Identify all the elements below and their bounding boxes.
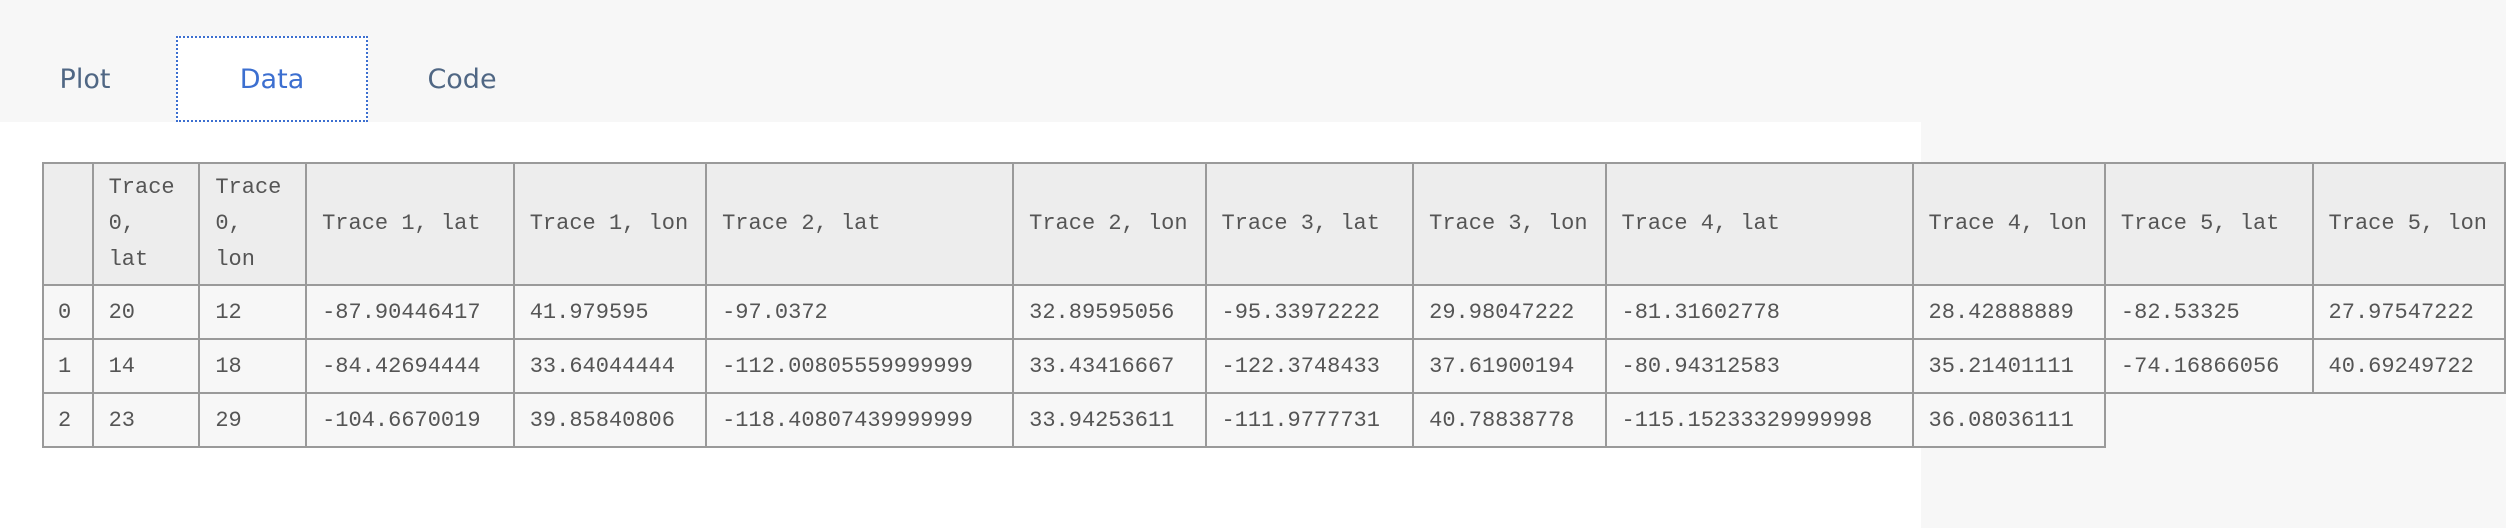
table-cell: -84.42694444 <box>305 338 515 394</box>
table-cell: 36.08036111 <box>1911 392 2106 448</box>
column-header: Trace 5, lat <box>2103 162 2314 286</box>
tab-data[interactable]: Data <box>176 36 368 122</box>
empty-cell <box>2313 393 2505 447</box>
column-header: Trace 4, lat <box>1604 162 1914 286</box>
table-cell: 33.64044444 <box>512 338 708 394</box>
tab-plot[interactable]: Plot <box>59 63 111 95</box>
table-cell: 40.78838778 <box>1412 392 1607 448</box>
row-index-cell: 0 <box>42 284 94 340</box>
column-header: Trace 3, lon <box>1412 162 1607 286</box>
row-index-cell: 1 <box>42 338 94 394</box>
table-cell: 33.94253611 <box>1012 392 1207 448</box>
table-cell: 41.979595 <box>512 284 708 340</box>
table-row: 1 14 18 -84.42694444 33.64044444 -112.00… <box>42 338 2506 394</box>
column-header: Trace 2, lon <box>1012 162 1207 286</box>
table-header-row: Trace 0, lat Trace 0, lon Trace 1, lat T… <box>42 162 2506 286</box>
column-header: Trace 2, lat <box>705 162 1015 286</box>
table-row: 2 23 29 -104.6670019 39.85840806 -118.40… <box>42 392 2505 448</box>
table-cell: -104.6670019 <box>305 392 515 448</box>
table-cell: -111.9777731 <box>1204 392 1415 448</box>
table-cell: 23 <box>91 392 201 448</box>
table-cell: 29.98047222 <box>1412 284 1607 340</box>
column-header: Trace 1, lon <box>512 162 708 286</box>
table-cell: 40.69249722 <box>2311 338 2506 394</box>
row-index-cell: 2 <box>42 392 94 448</box>
table-cell: -112.00805559999999 <box>705 338 1015 394</box>
table-cell: -81.31602778 <box>1604 284 1914 340</box>
table-cell: 37.61900194 <box>1412 338 1607 394</box>
table-cell: -118.40807439999999 <box>705 392 1015 448</box>
data-table: Trace 0, lat Trace 0, lon Trace 1, lat T… <box>42 162 2506 448</box>
column-header: Trace 0, lon <box>198 162 308 286</box>
table-cell: 18 <box>198 338 308 394</box>
table-cell: 27.97547222 <box>2311 284 2506 340</box>
column-header: Trace 5, lon <box>2311 162 2506 286</box>
tab-code[interactable]: Code <box>427 63 497 95</box>
table-cell: -74.16866056 <box>2103 338 2314 394</box>
empty-cell <box>2105 393 2313 447</box>
table-cell: 39.85840806 <box>512 392 708 448</box>
column-header: Trace 1, lat <box>305 162 515 286</box>
table-cell: 12 <box>198 284 308 340</box>
table-cell: 28.42888889 <box>1911 284 2106 340</box>
tab-bar: Plot Data Code <box>0 34 700 124</box>
table-cell: -87.90446417 <box>305 284 515 340</box>
table-cell: -115.15233329999998 <box>1604 392 1914 448</box>
table-cell: 14 <box>91 338 201 394</box>
table-cell: 33.43416667 <box>1012 338 1207 394</box>
table-cell: 35.21401111 <box>1911 338 2106 394</box>
table-cell: -82.53325 <box>2103 284 2314 340</box>
table-cell: 29 <box>198 392 308 448</box>
column-header: Trace 0, lat <box>91 162 201 286</box>
table-cell: 20 <box>91 284 201 340</box>
table-cell: -122.3748433 <box>1204 338 1415 394</box>
table-cell: -97.0372 <box>705 284 1015 340</box>
column-header-index <box>42 162 94 286</box>
table-cell: -80.94312583 <box>1604 338 1914 394</box>
data-table-container[interactable]: Trace 0, lat Trace 0, lon Trace 1, lat T… <box>42 162 2506 462</box>
table-cell: -95.33972222 <box>1204 284 1415 340</box>
column-header: Trace 3, lat <box>1204 162 1415 286</box>
column-header: Trace 4, lon <box>1911 162 2106 286</box>
table-row: 0 20 12 -87.90446417 41.979595 -97.0372 … <box>42 284 2506 340</box>
table-cell: 32.89595056 <box>1012 284 1207 340</box>
